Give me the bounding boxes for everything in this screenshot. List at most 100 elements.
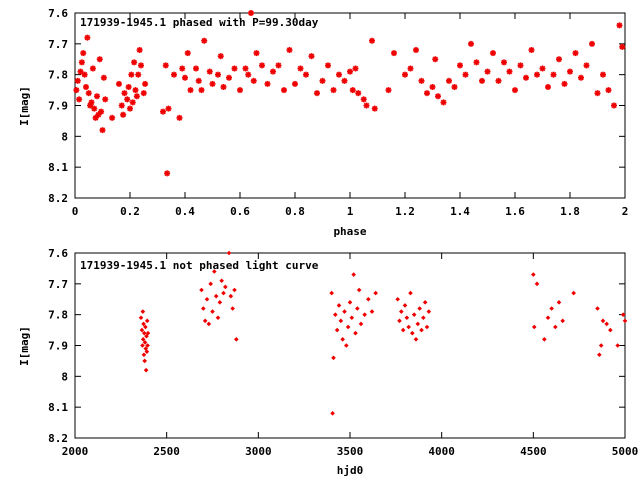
data-point [468, 40, 474, 47]
data-point [162, 62, 169, 69]
data-point [325, 62, 331, 69]
data-point [143, 324, 148, 330]
data-point [142, 80, 149, 87]
data-point [549, 306, 554, 311]
data-point [143, 367, 149, 373]
data-point [349, 315, 355, 321]
data-point [195, 77, 202, 84]
data-point [129, 99, 136, 106]
data-point [336, 303, 342, 308]
data-point [215, 71, 221, 78]
data-point [228, 293, 234, 299]
data-point [363, 102, 370, 109]
data-point [395, 296, 400, 302]
x-tick-label: 0.8 [285, 205, 305, 218]
data-point [217, 53, 224, 60]
data-point [342, 309, 347, 314]
data-point [80, 50, 87, 57]
data-point [560, 318, 565, 324]
chart-title: 171939-1945.1 phased with P=99.30day [80, 16, 319, 29]
data-point [237, 87, 243, 94]
data-point [171, 71, 177, 78]
x-tick-label: 1.6 [505, 205, 525, 218]
data-point [94, 93, 100, 100]
data-point [331, 355, 336, 361]
data-point [142, 340, 148, 345]
x-tick-label: 5000 [612, 445, 639, 458]
data-point [308, 53, 315, 60]
data-point [88, 99, 95, 106]
data-point [424, 324, 430, 330]
data-point [210, 309, 215, 314]
data-point [118, 102, 125, 109]
data-point [362, 312, 367, 317]
data-point [212, 269, 217, 274]
data-point [594, 90, 601, 97]
data-point [292, 80, 298, 87]
data-point [567, 68, 573, 75]
x-tick-label: 1.4 [450, 205, 470, 218]
data-point [213, 293, 219, 299]
data-point [622, 318, 628, 324]
data-point [369, 37, 375, 44]
x-tick-label: 2 [622, 205, 629, 218]
y-tick-label: 7.9 [48, 340, 68, 353]
data-point [116, 80, 122, 87]
data-point [479, 77, 485, 84]
data-point [597, 352, 602, 358]
data-point [484, 68, 491, 75]
data-point [462, 71, 469, 78]
y-axis-label: I[mag] [18, 86, 31, 126]
x-tick-label: 0.2 [120, 205, 140, 218]
x-tick-label: 1.8 [560, 205, 580, 218]
data-point [74, 77, 81, 84]
x-tick-label: 1.2 [395, 205, 415, 218]
data-point [351, 272, 356, 277]
data-point [426, 309, 432, 314]
data-point [96, 56, 103, 63]
x-tick-label: 3500 [337, 445, 364, 458]
data-point [371, 105, 378, 112]
data-point [413, 337, 419, 342]
data-point [523, 74, 529, 81]
data-point [127, 105, 133, 112]
data-point [221, 290, 226, 296]
data-point [329, 290, 334, 296]
y-tick-label: 7.8 [48, 69, 68, 82]
data-point [397, 318, 402, 324]
data-point [615, 343, 620, 348]
data-point [145, 330, 151, 336]
data-point [411, 312, 417, 317]
phased-light-curve-panel: 0 0.2 0.4 0.6 0.8 1 1.2 1.4 1.6 1.8 2 7.6 7.7 7.8 7.9 8… [18, 7, 628, 238]
data-point [144, 349, 150, 354]
data-point [135, 71, 142, 78]
x-axis-label: phase [333, 225, 366, 238]
data-point [226, 74, 232, 81]
data-point [330, 87, 337, 94]
data-point [334, 327, 340, 333]
data-point [512, 87, 518, 94]
data-point [353, 330, 358, 336]
data-point [142, 330, 147, 336]
data-point [220, 84, 227, 90]
data-point [407, 65, 414, 72]
unphased-light-curve-panel: 2000 2500 3000 3500 4000 4500 5000 7.6 7.7 7.8 7.9… [18, 247, 638, 477]
data-point [140, 343, 145, 348]
y-tick-label: 8.2 [48, 432, 68, 445]
data-point [620, 312, 626, 317]
data-point [528, 47, 535, 53]
data-point [201, 37, 208, 44]
data-point [141, 321, 146, 327]
tick-labels: 0 0.2 0.4 0.6 0.8 1 1.2 1.4 1.6 1.8 2 7.6 7.7 7.8 7.9 8… [48, 7, 628, 218]
y-tick-label: 7.7 [48, 38, 68, 51]
x-tick-label: 0 [72, 205, 79, 218]
data-point [429, 84, 436, 90]
data-point [415, 321, 421, 327]
data-point [345, 324, 351, 330]
data-point [98, 108, 105, 115]
data-point [347, 300, 353, 305]
data-point [85, 90, 92, 97]
y-tick-label: 8 [61, 130, 68, 143]
data-point [542, 337, 547, 342]
